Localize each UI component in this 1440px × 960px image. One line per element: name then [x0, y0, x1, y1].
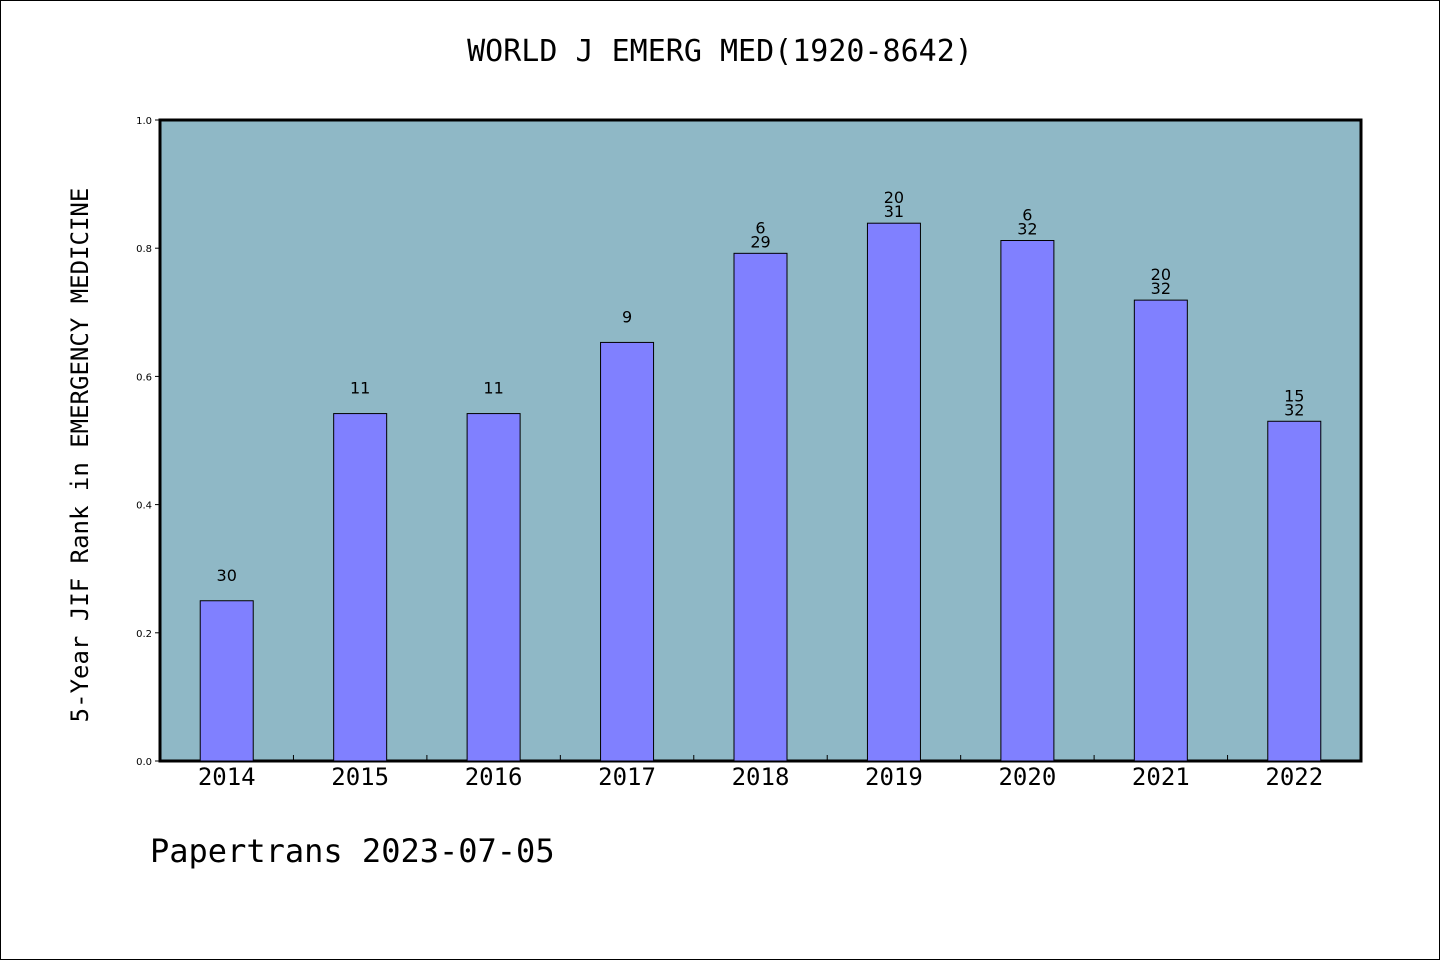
bar-value-label: 9: [622, 307, 632, 326]
y-tick-label: 0.2: [136, 629, 152, 640]
bar-2019: [866, 222, 921, 762]
x-tick-label: 2017: [598, 763, 656, 791]
y-tick-label: 0.6: [136, 372, 152, 383]
chart-title: WORLD J EMERG MED(1920-8642): [467, 34, 973, 69]
y-axis-label: 5-Year JIF Rank in EMERGENCY MEDICINE: [66, 188, 94, 723]
bar-value-label: 15: [1284, 386, 1304, 405]
y-tick-label: 0.8: [136, 244, 152, 255]
bar-value-label: 6: [1022, 206, 1032, 225]
bar-value-label: 11: [483, 379, 503, 398]
bar-value-label: 20: [1151, 265, 1171, 284]
bar-value-label: 32: [1017, 220, 1037, 239]
bar-2018: [733, 252, 788, 762]
bar-2017: [600, 341, 655, 762]
bar-value-label: 29: [750, 232, 770, 251]
x-tick-label: 2018: [732, 763, 790, 791]
x-tick-label: 2020: [998, 763, 1056, 791]
bar-value-label: 32: [1151, 279, 1171, 298]
bar-value-label: 32: [1284, 400, 1304, 419]
bar-2016: [466, 413, 521, 762]
x-tick-label: 2021: [1132, 763, 1190, 791]
bar-value-label: 11: [350, 379, 370, 398]
bar-2020: [1000, 240, 1055, 762]
y-tick-label: 1.0: [136, 116, 152, 127]
bar-value-label: 31: [884, 202, 904, 221]
y-tick-label: 0.4: [136, 501, 152, 512]
bar-value-label: 6: [755, 218, 765, 237]
y-axis: 0.0 0.2 0.4 0.6 0.8 1.0: [136, 116, 160, 768]
bar-2014: [199, 600, 254, 762]
x-tick-label: 2014: [198, 763, 256, 791]
bar-2015: [333, 413, 388, 762]
x-tick-label: 2019: [865, 763, 923, 791]
x-tick-label: 2022: [1265, 763, 1323, 791]
x-tick-label: 2015: [331, 763, 389, 791]
bar-2022: [1267, 420, 1322, 762]
footer-text: Papertrans 2023-07-05: [150, 832, 555, 870]
x-tick-label: 2016: [465, 763, 523, 791]
bar-value-label: 20: [884, 188, 904, 207]
y-tick-label: 0.0: [136, 757, 152, 768]
bar-2021: [1133, 299, 1188, 762]
x-axis: 2014 2015 2016 2017 2018 2019 2020 2021 2022: [198, 755, 1323, 791]
bar-value-label: 30: [217, 566, 237, 585]
